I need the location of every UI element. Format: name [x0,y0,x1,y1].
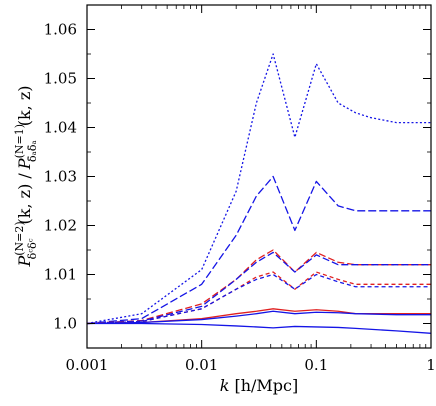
y-tick-label: 1.0 [53,315,77,333]
x-tick-label: 1 [426,356,436,374]
y-tick-label: 1.03 [44,168,77,186]
series-line-0 [86,53,431,325]
series-line-3 [86,251,431,325]
y-tick-label: 1.02 [44,217,77,235]
series-line-1 [86,175,431,325]
x-tick-label: 0.1 [304,356,328,374]
x-tick-label: 0.01 [185,356,218,374]
series-line-7 [86,310,431,325]
plot-frame [86,4,432,349]
y-tick-label: 1.06 [44,21,77,39]
y-axis-label: P(N=2)δᶜδᶜ(k, z) /P(N=1)δ̄ₐδ̄ₐ(k, z) [13,85,39,267]
y-tick-label: 1.01 [44,266,77,284]
x-tick-label: 0.001 [66,356,109,374]
svg-text:P(N=2)δᶜδᶜ(k, z) /P(N=1)δ̄ₐδ̄ₐ: P(N=2)δᶜδᶜ(k, z) /P(N=1)δ̄ₐδ̄ₐ(k, z) [13,85,39,267]
x-axis-label: k [h/Mpc] [220,376,298,395]
series-line-2 [86,249,431,325]
series-line-4 [86,271,431,325]
y-tick-label: 1.05 [44,70,77,88]
y-tick-label: 1.04 [44,119,77,137]
ticks-group: 0.001 0.01 0.1 1 1.0 1.01 1.02 1.03 1.04 1.05 1.06 [44,5,436,374]
series-line-8 [87,322,432,334]
series-line-5 [86,273,431,325]
series-group [86,53,432,334]
